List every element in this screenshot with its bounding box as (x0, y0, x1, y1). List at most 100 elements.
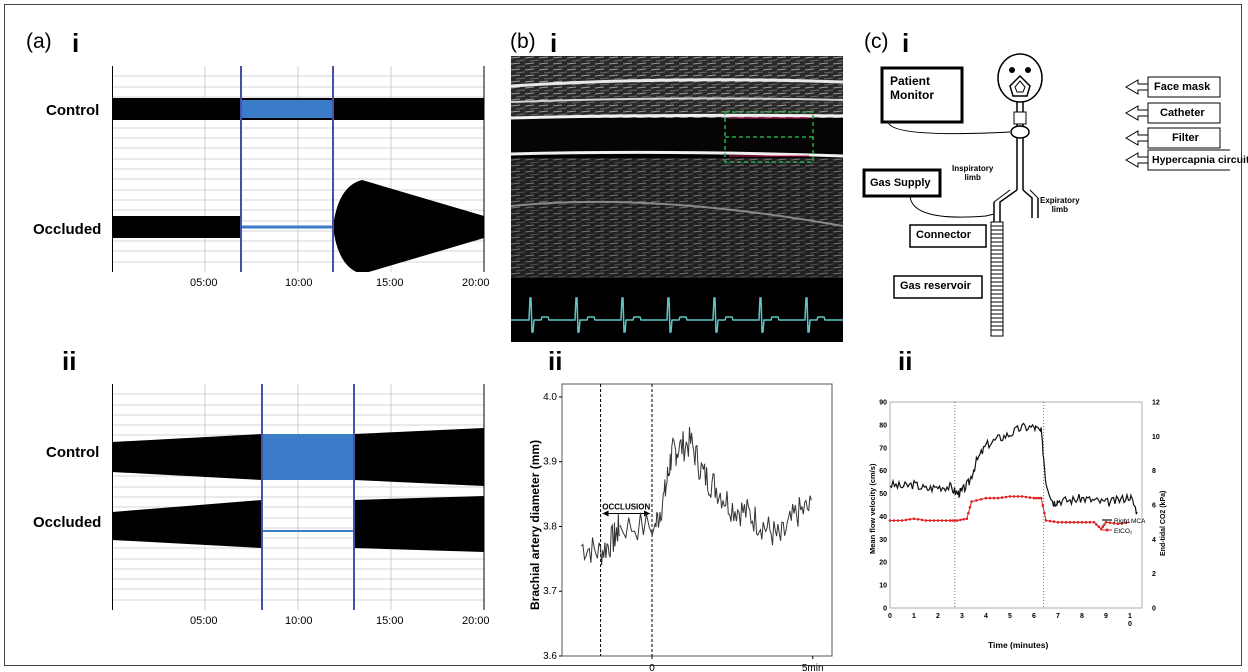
c-ii-etco2-point (896, 519, 900, 522)
c-ii-etco2-point (1092, 520, 1096, 524)
c-ii-etco2-point (1097, 525, 1101, 528)
c-ii-legend-mca: Right MCA (1114, 518, 1146, 525)
c-ii-etco2-point (959, 518, 962, 522)
c-ii-etco2-point (1124, 521, 1128, 524)
c-ii-etco2-point (916, 518, 920, 521)
c-ii-etco2-point (1120, 522, 1124, 525)
a-i-occluded-label: Occluded (33, 221, 102, 238)
expiratory-limb-label: Expiratory limb (1040, 196, 1080, 214)
c-ii-xlabel: Time (minutes) (988, 640, 1049, 650)
gas-supply-label: Gas Supply (870, 177, 931, 189)
a-ii-control-blue-segment (262, 434, 354, 480)
c-ii-etco2-point (932, 519, 936, 522)
b-ii-plot-frame (561, 383, 833, 657)
a-ii-xtick-3: 15:00 (376, 615, 404, 627)
vessel-lumen (511, 120, 843, 152)
panel-b-i-label: i (550, 28, 558, 58)
b-ii-xtick-label: 0 (649, 663, 655, 672)
c-ii-etco2-point (1072, 520, 1076, 524)
c-ii-etco2-point (1032, 496, 1036, 500)
c-ii-etco2-point (970, 500, 973, 503)
gas-reservoir-label: Gas reservoir (900, 280, 971, 292)
c-ii-etco2-point (967, 511, 970, 515)
c-ii-etco2-point (962, 518, 965, 521)
c-ii-plot-frame (889, 401, 1143, 609)
a-ii-control-label: Control (46, 444, 100, 461)
b-ii-ytick-label: 3.6 (543, 651, 557, 662)
a-ii-xtick-1: 05:00 (190, 615, 218, 627)
c-ii-etco2-point (908, 518, 912, 521)
c-ii-xtick-label: 5 (1008, 613, 1012, 620)
c-ii-etco2-point (1037, 496, 1041, 500)
c-ii-etco2-line (890, 495, 1131, 530)
c-ii-right-tick-label: 6 (1152, 503, 1156, 510)
c-ii-etco2-point (953, 519, 957, 522)
c-ii-etco2-point (1101, 525, 1105, 528)
c-ii-etco2-point (1080, 520, 1084, 524)
catheter-callout (1125, 102, 1221, 124)
c-ii-etco2-point (1012, 495, 1016, 498)
c-ii-etco2-point (1016, 495, 1020, 498)
a-i-xtick-1: 05:00 (190, 277, 218, 289)
c-ii-etco2-point (892, 519, 896, 522)
a-i-control-blue-segment (241, 100, 333, 118)
a-ii-xtick-2: 10:00 (285, 615, 313, 627)
figure-frame (4, 4, 1242, 666)
gas-reservoir-tube (990, 221, 1004, 337)
b-ii-xtick-label: 5min (802, 663, 824, 672)
c-ii-etco2-point (948, 519, 952, 522)
filter-label: Filter (1172, 132, 1199, 144)
c-ii-etco2-point (951, 519, 954, 522)
c-ii-left-tick-label: 10 (879, 583, 887, 590)
panel-c-label: (c) (864, 30, 889, 53)
connector-box (909, 224, 987, 248)
hypercapnia-label: Hypercapnia circuit (1152, 154, 1248, 166)
c-ii-etco2-point (1020, 495, 1024, 498)
vessel-near-wall (511, 113, 843, 120)
c-ii-etco2-point (1008, 495, 1012, 498)
face-mask-arrow-icon (1125, 79, 1149, 95)
c-ii-right-tick-label: 12 (1152, 400, 1160, 407)
c-ii-xtick-label: 3 (960, 613, 964, 620)
c-ii-xtick-label: 9 (1104, 613, 1108, 620)
c-ii-etco2-point (1043, 511, 1046, 515)
c-ii-etco2-point (928, 519, 932, 522)
c-ii-etco2-markers (888, 495, 1128, 531)
c-ii-etco2-point (1024, 495, 1028, 499)
a-ii-xtick-4: 20:00 (462, 615, 490, 627)
c-ii-xtick-label: 1 (912, 613, 916, 620)
c-ii-left-ticks: 0 10 20 30 40 50 60 70 80 90 (879, 400, 887, 613)
panel-a-i-label: i (72, 28, 80, 58)
c-ii-etco2-point (988, 496, 992, 500)
a-ii-gridlines (112, 384, 484, 610)
b-ii-occlusion-label: OCCLUSION (602, 503, 650, 512)
b-ii-ytick-label: 3.7 (543, 586, 557, 597)
c-ii-right-tick-label: 4 (1152, 537, 1156, 544)
c-ii-etco2-point (912, 517, 916, 520)
c-ii-legend: Right MCA EtCO₂ (1102, 518, 1146, 535)
c-ii-etco2-point (1108, 521, 1112, 524)
a-i-occluded-hyperemia (333, 180, 484, 272)
panel-b-ii-label: ii (548, 346, 563, 376)
a-ii-occluded-trace-post (354, 496, 484, 552)
c-ii-etco2-point (1035, 496, 1038, 500)
b-ii-ytick-label: 4.0 (543, 392, 557, 403)
a-i-recording (112, 66, 485, 272)
c-ii-x-ticks: 0 1 2 3 4 5 6 7 8 9 10 (888, 613, 1132, 628)
c-ii-right-mca-line (889, 422, 1138, 515)
ultrasound-image (511, 56, 843, 342)
c-ii-left-tick-label: 0 (883, 606, 887, 613)
c-ii-etco2-point (1004, 495, 1008, 499)
catheter-port (1013, 111, 1027, 125)
c-ii-xtick-label: 0 (1128, 621, 1132, 628)
c-ii-etco2-point (1056, 520, 1060, 524)
inspiratory-limb-label: Inspiratory limb (952, 164, 994, 182)
c-ii-right-tick-label: 8 (1152, 468, 1156, 475)
c-ii-etco2-point (996, 496, 1000, 500)
hypercapnia-arrow-icon (1125, 152, 1149, 168)
hypercapnia-callout (1125, 149, 1230, 171)
c-ii-etco2-point (1076, 520, 1080, 524)
c-ii-xtick-label: 0 (888, 613, 892, 620)
c-ii-etco2-point (979, 498, 983, 501)
